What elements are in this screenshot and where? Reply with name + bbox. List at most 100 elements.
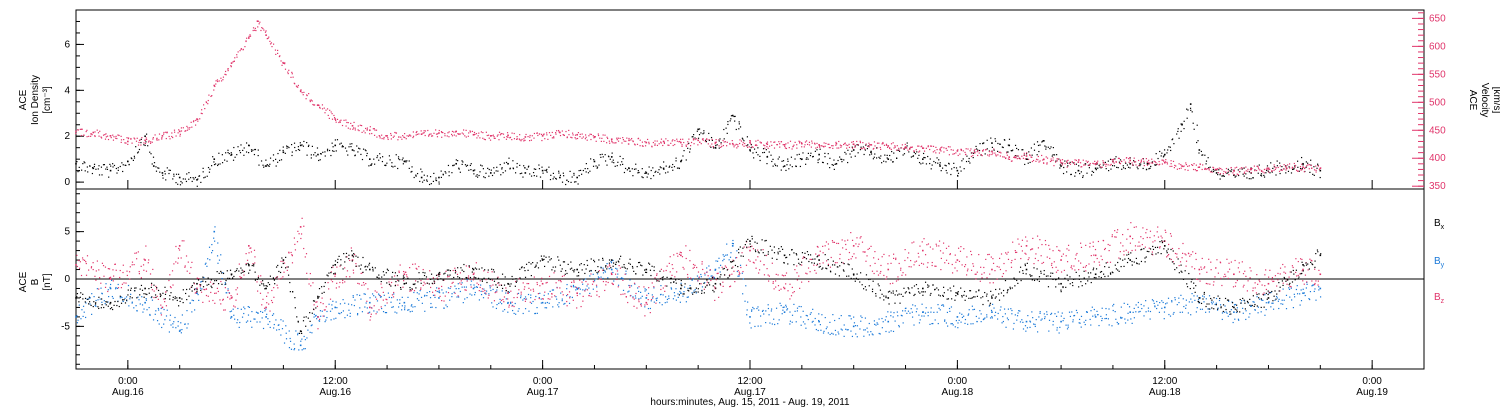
scatter-dot [690,141,693,144]
scatter-dot [715,144,717,147]
scatter-dot [752,261,754,263]
scatter-dot [860,147,862,150]
scatter-dot [839,144,842,146]
scatter-dot [892,330,895,333]
scatter-dot [1070,266,1072,269]
scatter-dot [843,324,845,326]
scatter-dot [510,290,512,292]
scatter-dot [993,148,995,150]
scatter-dot [654,140,656,142]
scatter-dot [683,141,685,144]
scatter-dot [1219,304,1222,306]
scatter-dot [1007,151,1009,153]
scatter-dot [1052,146,1054,149]
scatter-dot [457,295,459,297]
scatter-dot [798,305,800,308]
scatter-dot [811,140,813,142]
scatter-dot [412,263,414,265]
scatter-dot [1175,165,1177,167]
scatter-dot [243,312,245,315]
scatter-dot [462,302,464,304]
scatter-dot [133,155,135,157]
scatter-dot [666,298,669,301]
scatter-dot [465,289,467,291]
scatter-dot [533,175,535,177]
scatter-dot [458,167,460,169]
scatter-dot [790,156,793,158]
scatter-dot [1011,259,1013,262]
scatter-dot [230,65,232,67]
scatter-dot [1211,170,1213,172]
scatter-dot [682,295,684,297]
scatter-dot [318,320,320,322]
scatter-dot [1031,154,1033,156]
scatter-dot [1172,160,1175,163]
scatter-dot [1185,162,1187,164]
scatter-dot [484,292,486,294]
scatter-dot [938,240,941,242]
scatter-dot [544,307,546,309]
scatter-dot [739,139,741,141]
scatter-dot [742,142,744,144]
scatter-dot [387,292,389,294]
data-point [852,149,855,151]
scatter-dot [941,167,944,169]
scatter-dot [917,252,919,254]
scatter-dot [735,143,737,145]
scatter-dot [217,164,219,167]
scatter-dot [359,294,361,296]
scatter-dot [435,179,437,181]
scatter-dot [1108,324,1110,326]
scatter-dot [1056,329,1058,331]
scatter-dot [371,132,373,135]
scatter-dot [1019,321,1022,323]
scatter-dot [1198,152,1200,154]
scatter-dot [589,275,591,277]
scatter-dot [881,143,883,145]
scatter-dot [144,144,146,147]
scatter-dot [991,303,994,306]
scatter-dot [169,286,172,288]
data-point [887,158,890,160]
scatter-dot [93,163,96,165]
scatter-dot [190,266,192,269]
scatter-dot [946,311,949,314]
scatter-dot [319,153,322,155]
scatter-dot [954,267,956,269]
scatter-dot [628,167,630,169]
scatter-dot [922,152,925,155]
scatter-dot [701,263,703,265]
scatter-dot [332,146,334,148]
scatter-dot [393,135,395,137]
scatter-dot [582,289,584,291]
scatter-dot [165,315,168,317]
scatter-dot [905,307,907,309]
scatter-dot [713,277,716,279]
scatter-dot [1120,317,1122,319]
scatter-dot [1218,169,1220,171]
scatter-dot [1066,248,1068,250]
scatter-dot [1300,156,1303,159]
scatter-dot [607,266,609,268]
scatter-dot [957,174,959,177]
scatter-dot [99,298,101,300]
scatter-dot [1137,168,1139,170]
scatter-dot [590,295,592,297]
scatter-dot [692,263,695,266]
scatter-dot [461,132,463,134]
scatter-dot [424,294,426,296]
scatter-dot [230,317,232,319]
scatter-dot [824,245,826,247]
scatter-dot [945,147,947,149]
scatter-dot [1242,167,1244,169]
scatter-dot [443,300,445,302]
scatter-dot [556,298,558,300]
scatter-dot [626,169,628,171]
scatter-dot [123,282,125,284]
scatter-dot [1086,161,1089,164]
scatter-dot [692,138,695,140]
scatter-dot [715,279,718,281]
scatter-dot [601,137,603,139]
scatter-dot [655,298,657,300]
scatter-dot [1300,289,1302,291]
